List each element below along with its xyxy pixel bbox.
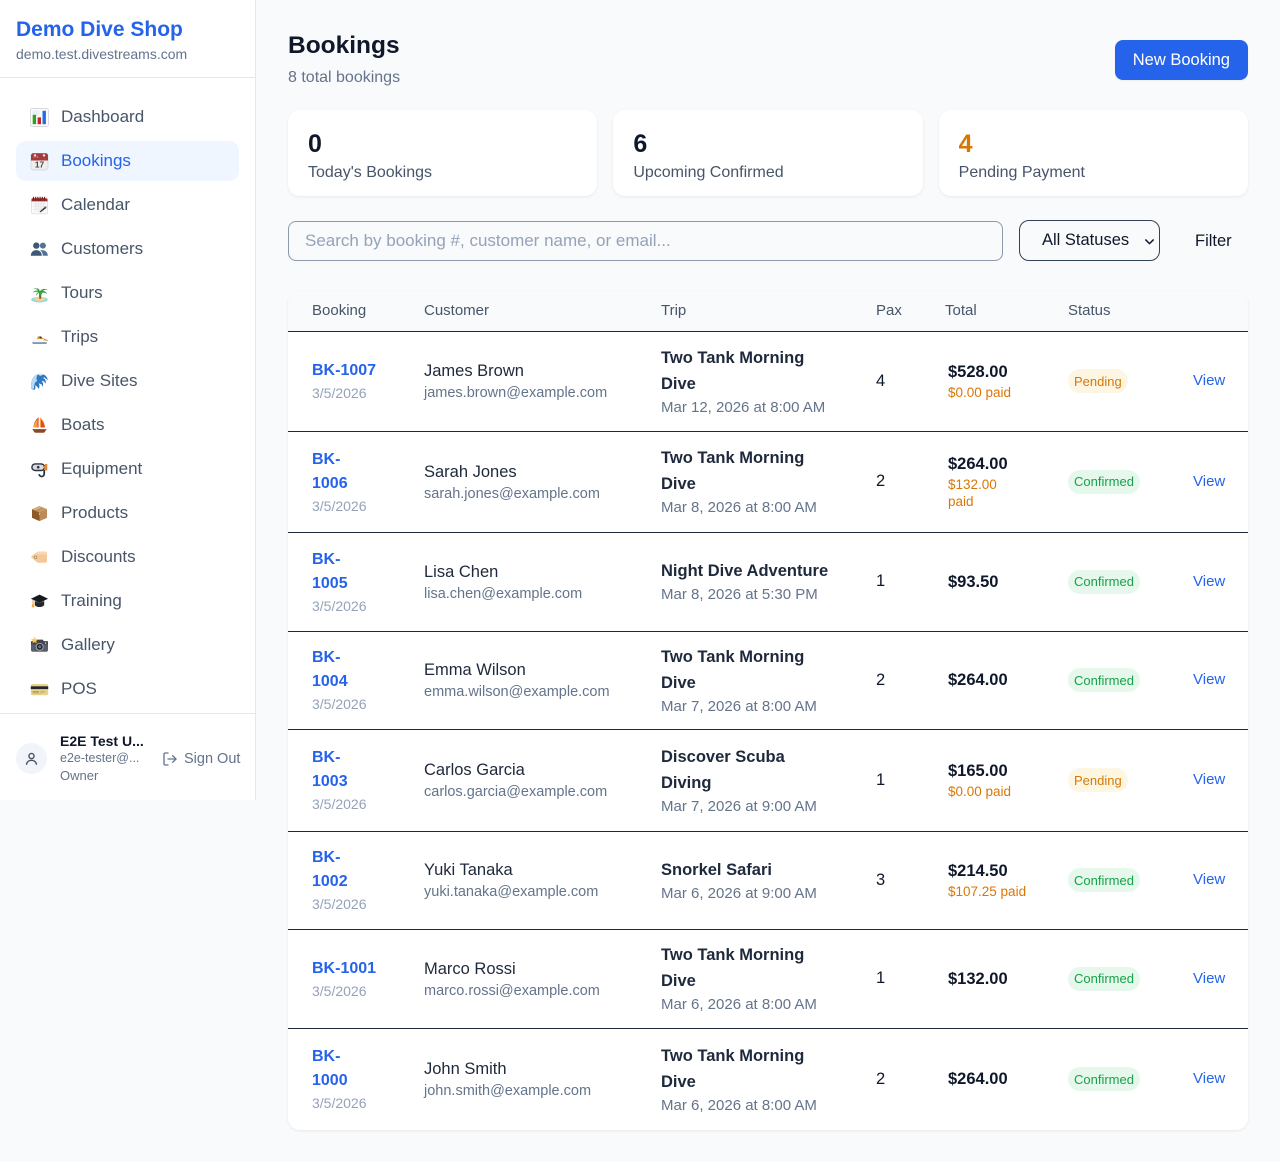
svg-text:17: 17 — [35, 159, 45, 169]
